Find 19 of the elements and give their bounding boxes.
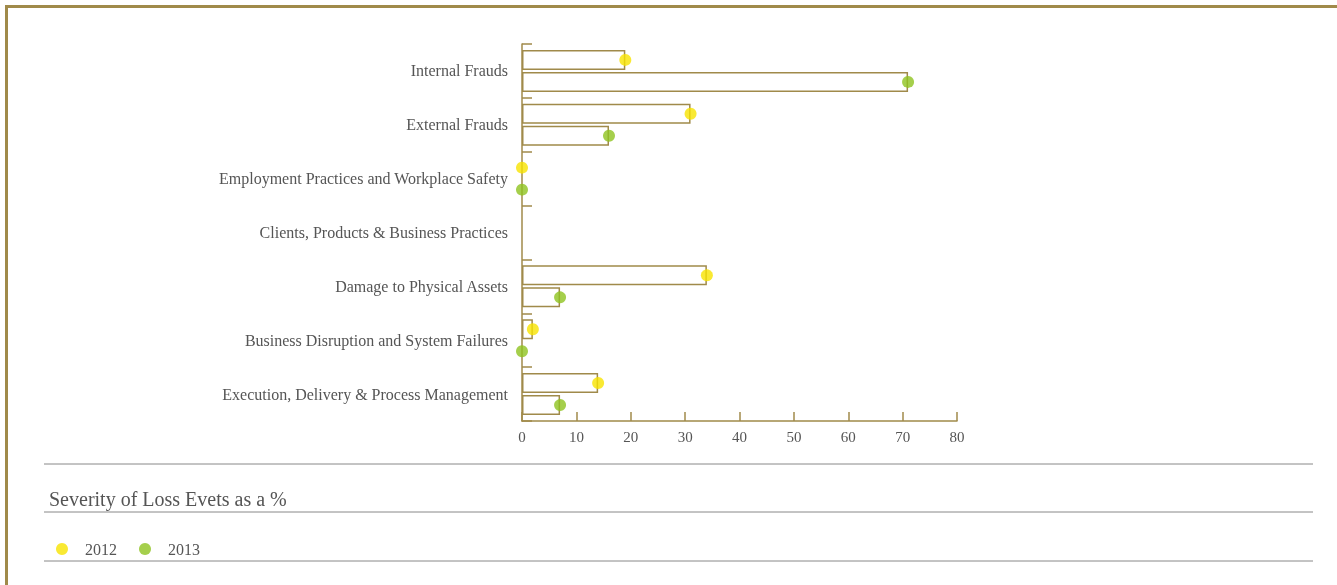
y-tick-label: Execution, Delivery & Process Management bbox=[222, 385, 509, 404]
y-tick-label: Damage to Physical Assets bbox=[335, 277, 508, 296]
y-tick-label: Business Disruption and System Failures bbox=[244, 331, 508, 350]
x-tick-label: 0 bbox=[518, 428, 526, 445]
x-tick-label: 40 bbox=[732, 428, 747, 445]
text: Severity of Loss Evets as a % bbox=[49, 488, 287, 511]
x-tick-label: 20 bbox=[623, 428, 639, 445]
y-tick-label: Employment Practices and Workplace Safety bbox=[219, 170, 508, 189]
legend-label: 2012 bbox=[85, 540, 117, 558]
x-tick-label: 80 bbox=[949, 428, 965, 445]
x-tick-label: 30 bbox=[677, 428, 693, 445]
x-tick-label: 70 bbox=[895, 428, 911, 445]
x-tick-label: 60 bbox=[840, 428, 856, 445]
legend-label: 2013 bbox=[168, 540, 200, 558]
x-tick-label: 10 bbox=[568, 428, 584, 445]
y-tick-label: External Frauds bbox=[406, 116, 508, 134]
y-tick-label: Clients, Products & Business Practices bbox=[259, 224, 508, 241]
y-tick-label: Internal Frauds bbox=[410, 62, 508, 80]
x-tick-label: 50 bbox=[786, 428, 802, 445]
